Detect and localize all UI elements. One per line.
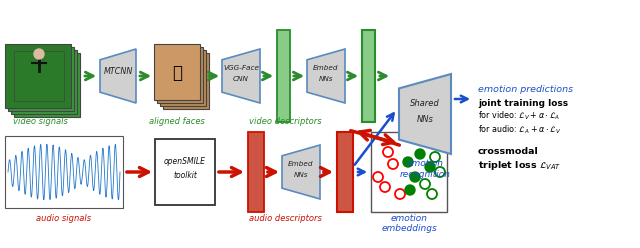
FancyBboxPatch shape [11,50,77,114]
Text: emotion predictions: emotion predictions [478,85,573,94]
Polygon shape [282,145,320,199]
FancyBboxPatch shape [362,30,375,122]
FancyBboxPatch shape [5,136,123,208]
FancyBboxPatch shape [337,132,353,212]
FancyBboxPatch shape [155,139,215,205]
FancyBboxPatch shape [248,132,264,212]
FancyBboxPatch shape [5,44,71,108]
Text: 👤: 👤 [172,64,182,82]
Polygon shape [399,74,451,154]
Text: for video: $\mathcal{L}_V + \alpha \cdot \mathcal{L}_A$: for video: $\mathcal{L}_V + \alpha \cdot… [478,110,560,123]
Text: for audio: $\mathcal{L}_A + \alpha \cdot \mathcal{L}_V$: for audio: $\mathcal{L}_A + \alpha \cdot… [478,123,561,135]
Text: Shared: Shared [410,99,440,109]
Polygon shape [222,49,260,103]
Text: video descriptors: video descriptors [249,117,321,126]
Polygon shape [100,49,136,103]
Text: emotion: emotion [390,214,428,223]
FancyBboxPatch shape [160,50,206,106]
Text: NNs: NNs [294,172,308,178]
Text: audio signals: audio signals [36,214,92,223]
Text: NNs: NNs [417,115,433,124]
Circle shape [425,162,435,172]
FancyBboxPatch shape [277,30,290,122]
Text: triplet loss $\mathcal{L}_{VAT}$: triplet loss $\mathcal{L}_{VAT}$ [478,159,561,172]
Circle shape [403,157,413,167]
Text: crossmodal: crossmodal [478,147,539,156]
Text: video signals: video signals [13,117,67,126]
FancyBboxPatch shape [154,44,200,100]
Polygon shape [307,49,345,103]
Text: emotion: emotion [406,159,444,168]
Circle shape [34,49,44,59]
FancyBboxPatch shape [14,51,64,101]
Circle shape [405,185,415,195]
Text: Embed: Embed [288,161,314,167]
Text: audio descriptors: audio descriptors [248,214,321,223]
Text: openSMILE: openSMILE [164,157,206,166]
Text: aligned faces: aligned faces [149,117,205,126]
Text: NNs: NNs [319,76,333,82]
Text: embeddings: embeddings [381,224,437,233]
FancyBboxPatch shape [163,53,209,109]
FancyBboxPatch shape [371,132,447,212]
Text: CNN: CNN [233,76,249,82]
Text: recognition: recognition [399,170,451,179]
FancyBboxPatch shape [14,53,80,117]
FancyBboxPatch shape [157,47,203,103]
FancyBboxPatch shape [8,47,74,111]
Text: Embed: Embed [313,65,339,71]
Circle shape [410,172,420,182]
Circle shape [415,149,425,159]
Text: toolkit: toolkit [173,171,197,180]
Text: VGG-Face: VGG-Face [223,65,259,71]
Text: joint training loss: joint training loss [478,99,568,108]
Text: MTCNN: MTCNN [103,66,132,75]
